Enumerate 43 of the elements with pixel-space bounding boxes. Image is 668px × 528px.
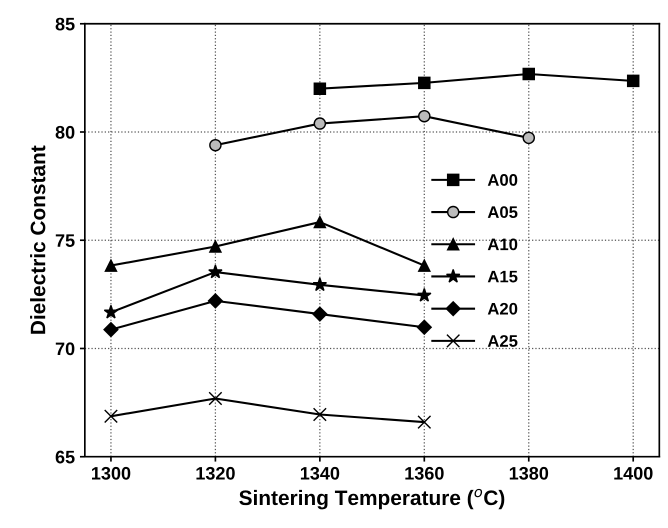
- point: [208, 392, 222, 406]
- point: [314, 117, 326, 130]
- y-tick-label: 85: [56, 18, 75, 30]
- y-axis-title: Dielectric Constant: [30, 146, 46, 334]
- legend-label: A25: [488, 335, 518, 347]
- point: [418, 110, 431, 122]
- point: [103, 322, 119, 338]
- point: [208, 264, 223, 278]
- legend-label: A20: [488, 302, 518, 315]
- point: [312, 408, 327, 422]
- x-tick-label: 1400: [614, 466, 653, 480]
- point: [417, 288, 432, 302]
- point: [416, 320, 432, 335]
- point: [522, 132, 536, 144]
- y-tick-label: 75: [56, 234, 75, 247]
- legend-label: A10: [488, 238, 518, 250]
- point: [209, 138, 222, 152]
- x-tick-label: 1380: [510, 466, 548, 480]
- point: [312, 306, 328, 322]
- legend-label: A15: [488, 270, 518, 282]
- legend-label: A00: [488, 174, 518, 186]
- point: [312, 277, 328, 292]
- point: [208, 293, 223, 308]
- point: [104, 409, 118, 424]
- point: [104, 259, 118, 272]
- point: [417, 415, 432, 430]
- legend-label: A05: [488, 206, 518, 218]
- x-tick-label: 1300: [92, 466, 130, 480]
- point: [104, 304, 118, 319]
- y-tick-label: 80: [56, 126, 74, 139]
- point: [418, 76, 431, 90]
- point: [209, 240, 222, 253]
- y-tick-label: 65: [56, 450, 75, 464]
- point: [314, 216, 326, 228]
- point: [314, 82, 326, 95]
- x-axis-title: Sintering Temperature ($^{o}$C): [239, 488, 504, 510]
- x-tick-label: 1320: [196, 466, 235, 480]
- point: [626, 74, 640, 88]
- point: [418, 259, 431, 272]
- x-tick-label: 1360: [405, 466, 444, 480]
- x-tick-label: 1340: [300, 466, 340, 480]
- y-tick-label: 70: [56, 342, 74, 356]
- point: [522, 68, 536, 80]
